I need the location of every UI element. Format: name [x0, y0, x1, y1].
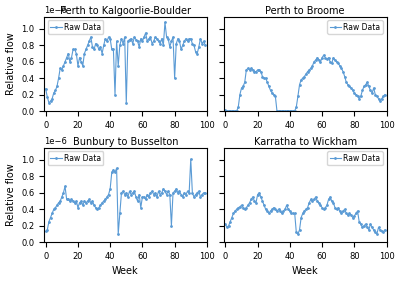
Raw Data — [116, 232, 121, 236]
Raw Data — [321, 208, 326, 211]
Raw Data — [308, 198, 313, 201]
Raw Data — [382, 93, 387, 96]
X-axis label: Week: Week — [292, 266, 318, 276]
Legend: Raw Data: Raw Data — [327, 151, 383, 165]
Raw Data — [162, 21, 167, 24]
Raw Data — [203, 44, 208, 47]
Raw Data — [74, 199, 79, 203]
Raw Data — [321, 54, 326, 57]
Raw Data — [198, 195, 203, 199]
Raw Data — [127, 38, 132, 41]
Raw Data — [255, 68, 260, 72]
Raw Data — [373, 93, 378, 96]
Line: Raw Data: Raw Data — [224, 191, 386, 235]
Title: Bunbury to Busselton: Bunbury to Busselton — [73, 137, 178, 147]
Raw Data — [140, 195, 145, 199]
Legend: Raw Data: Raw Data — [327, 20, 383, 34]
Raw Data — [378, 228, 382, 232]
Raw Data — [254, 201, 258, 204]
Raw Data — [80, 204, 85, 207]
Line: Raw Data: Raw Data — [44, 21, 207, 104]
Raw Data — [140, 39, 145, 43]
Raw Data — [223, 222, 228, 226]
Raw Data — [307, 68, 312, 72]
Raw Data — [223, 109, 228, 112]
Raw Data — [382, 228, 387, 232]
Raw Data — [378, 100, 382, 103]
Text: 1e−6: 1e−6 — [44, 6, 67, 15]
Title: Perth to Kalgoorlie-Boulder: Perth to Kalgoorlie-Boulder — [60, 6, 191, 16]
Raw Data — [193, 193, 198, 196]
Line: Raw Data: Raw Data — [224, 54, 386, 113]
Y-axis label: Relative flow: Relative flow — [6, 164, 16, 226]
Text: 1e−6: 1e−6 — [44, 137, 67, 146]
Raw Data — [82, 52, 87, 55]
Raw Data — [225, 109, 230, 113]
Title: Karratha to Wickham: Karratha to Wickham — [254, 137, 357, 147]
Raw Data — [203, 191, 208, 195]
Raw Data — [296, 232, 300, 236]
Raw Data — [43, 87, 48, 91]
Raw Data — [46, 101, 51, 105]
Raw Data — [320, 56, 324, 59]
Raw Data — [198, 37, 203, 40]
Legend: Raw Data: Raw Data — [48, 20, 103, 34]
Line: Raw Data: Raw Data — [44, 158, 207, 235]
Raw Data — [43, 230, 48, 233]
Raw Data — [262, 76, 266, 80]
Raw Data — [262, 204, 266, 207]
Title: Perth to Broome: Perth to Broome — [266, 6, 345, 16]
Raw Data — [76, 64, 80, 67]
Raw Data — [127, 190, 132, 193]
X-axis label: Week: Week — [112, 266, 139, 276]
Raw Data — [373, 231, 378, 234]
Y-axis label: Relative flow: Relative flow — [6, 32, 16, 95]
Raw Data — [257, 191, 262, 195]
Raw Data — [188, 157, 193, 161]
Raw Data — [193, 50, 198, 54]
Legend: Raw Data: Raw Data — [48, 151, 103, 165]
